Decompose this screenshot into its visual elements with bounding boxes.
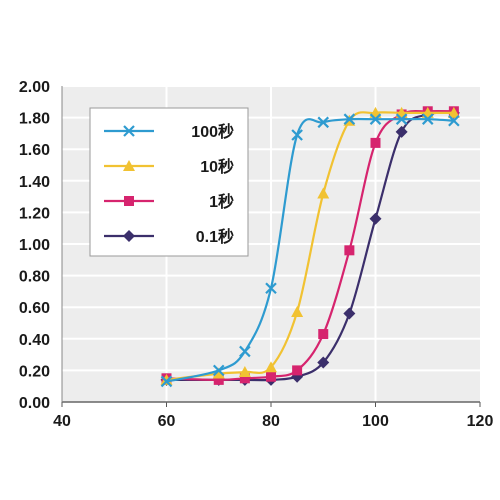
data-point [212, 367, 225, 379]
legend-label: 0.1秒 [196, 227, 234, 246]
data-point [343, 307, 356, 320]
y-tick-label: 0.80 [19, 269, 50, 286]
data-point [448, 114, 460, 127]
data-point [421, 113, 434, 125]
x-tick-label: 60 [158, 413, 176, 430]
series-line [166, 117, 454, 383]
data-point [160, 375, 173, 388]
data-point [238, 365, 251, 377]
y-tick-label: 0.20 [19, 363, 50, 380]
y-axis-tick-labels: 0.00 0.20 0.40 0.60 0.80 1.00 1.20 1.40 1.60 1.80… [19, 79, 50, 412]
legend-entry: 10秒 [104, 157, 234, 176]
data-point [265, 361, 277, 373]
y-tick-label: 1.80 [19, 111, 50, 128]
legend-entry: 0.1秒 [104, 227, 234, 246]
data-point [291, 129, 303, 141]
x-axis-tick-labels: 40 60 80 100 120 [53, 413, 493, 430]
legend-box [89, 107, 249, 257]
data-point [266, 371, 276, 382]
legend: 100秒 10秒 1秒 0.1秒 [89, 107, 249, 257]
data-point [317, 356, 330, 369]
y-tick-label: 0.60 [19, 300, 50, 317]
legend-entry: 100秒 [104, 122, 234, 141]
data-point [395, 125, 408, 138]
data-point [265, 282, 277, 295]
data-point [344, 245, 355, 256]
legend-entry: 1秒 [104, 192, 234, 211]
x-tick-label: 40 [53, 413, 71, 430]
data-point [318, 329, 329, 340]
data-point [370, 137, 381, 148]
data-point [212, 364, 225, 377]
data-point [213, 374, 224, 385]
y-tick-label: 1.40 [19, 174, 50, 191]
y-tick-label: 0.00 [19, 395, 50, 412]
legend-label: 10秒 [200, 157, 234, 176]
data-point [369, 113, 382, 125]
x-tick-label: 80 [262, 413, 280, 430]
legend-label: 1秒 [209, 192, 234, 211]
legend-swatch-marker [123, 230, 135, 242]
data-point [292, 365, 303, 376]
data-point [239, 373, 250, 384]
data-point [343, 113, 356, 125]
series-group [160, 106, 460, 388]
legend-label: 100秒 [191, 122, 234, 141]
series-100秒 [160, 113, 460, 388]
y-tick-label: 1.20 [19, 205, 50, 222]
legend-swatch-marker [124, 196, 134, 206]
data-point [317, 187, 330, 199]
axes [61, 86, 481, 407]
data-point [395, 113, 408, 125]
y-tick-label: 0.40 [19, 332, 50, 349]
data-point [239, 345, 251, 358]
legend-swatch-marker [123, 160, 135, 171]
x-tick-label: 120 [467, 413, 494, 430]
data-point [291, 305, 304, 317]
y-tick-label: 1.60 [19, 142, 50, 159]
x-tick-label: 100 [362, 413, 389, 430]
y-tick-label: 1.00 [19, 237, 50, 254]
data-point [447, 106, 460, 118]
data-point [369, 212, 382, 225]
legend-swatch-marker [123, 125, 135, 137]
data-point [160, 373, 173, 385]
y-tick-label: 2.00 [19, 79, 50, 96]
data-point [317, 116, 330, 129]
